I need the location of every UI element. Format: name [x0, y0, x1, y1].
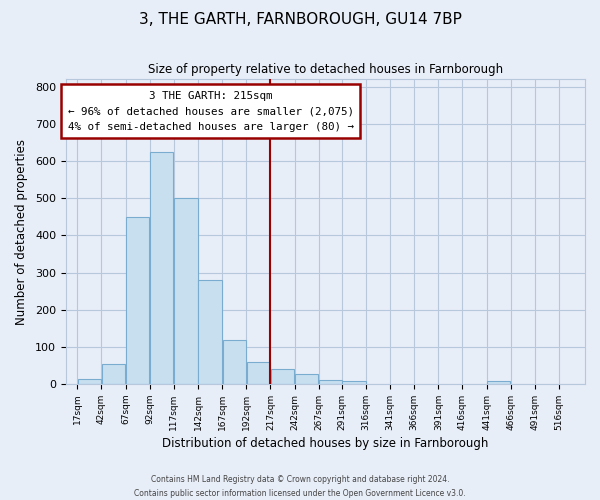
Bar [271, 369, 294, 384]
Bar [78, 379, 101, 384]
X-axis label: Distribution of detached houses by size in Farnborough: Distribution of detached houses by size … [162, 437, 488, 450]
Bar [319, 380, 343, 384]
Bar [342, 381, 365, 384]
Bar [126, 217, 149, 384]
Bar [295, 374, 318, 384]
Bar [199, 280, 222, 384]
Bar [102, 364, 125, 384]
Bar [174, 198, 197, 384]
Title: Size of property relative to detached houses in Farnborough: Size of property relative to detached ho… [148, 62, 503, 76]
Y-axis label: Number of detached properties: Number of detached properties [15, 138, 28, 324]
Text: 3, THE GARTH, FARNBOROUGH, GU14 7BP: 3, THE GARTH, FARNBOROUGH, GU14 7BP [139, 12, 461, 28]
Bar [487, 381, 511, 384]
Text: Contains HM Land Registry data © Crown copyright and database right 2024.
Contai: Contains HM Land Registry data © Crown c… [134, 476, 466, 498]
Text: 3 THE GARTH: 215sqm
← 96% of detached houses are smaller (2,075)
4% of semi-deta: 3 THE GARTH: 215sqm ← 96% of detached ho… [68, 90, 353, 132]
Bar [150, 152, 173, 384]
Bar [247, 362, 270, 384]
Bar [223, 340, 246, 384]
